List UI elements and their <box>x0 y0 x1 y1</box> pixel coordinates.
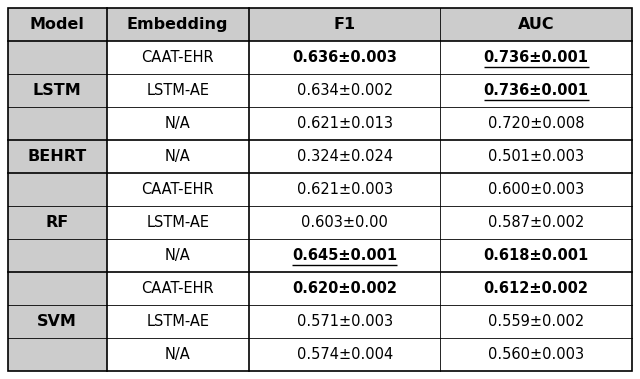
Bar <box>8 41 107 74</box>
Text: 0.736±0.001: 0.736±0.001 <box>484 50 589 65</box>
Bar <box>249 74 440 107</box>
Text: SVM: SVM <box>37 314 77 329</box>
Text: BEHRT: BEHRT <box>28 149 87 164</box>
Text: 0.600±0.003: 0.600±0.003 <box>488 182 584 197</box>
Bar <box>249 107 440 140</box>
Bar <box>440 305 632 338</box>
Bar <box>440 74 632 107</box>
Bar <box>107 338 249 371</box>
Text: 0.636±0.003: 0.636±0.003 <box>292 50 397 65</box>
Text: 0.559±0.002: 0.559±0.002 <box>488 314 584 329</box>
Bar <box>107 206 249 239</box>
Bar <box>107 272 249 305</box>
Bar <box>8 272 107 305</box>
Text: 0.620±0.002: 0.620±0.002 <box>292 281 397 296</box>
Text: 0.574±0.004: 0.574±0.004 <box>296 347 393 362</box>
Text: CAAT-EHR: CAAT-EHR <box>141 50 214 65</box>
Bar <box>8 206 107 239</box>
Text: LSTM-AE: LSTM-AE <box>146 314 209 329</box>
Bar <box>440 140 632 173</box>
Text: LSTM-AE: LSTM-AE <box>146 83 209 98</box>
Bar <box>107 239 249 272</box>
Text: 0.621±0.013: 0.621±0.013 <box>297 116 393 131</box>
Bar <box>440 107 632 140</box>
Bar <box>8 338 107 371</box>
Text: N/A: N/A <box>165 149 191 164</box>
Text: 0.720±0.008: 0.720±0.008 <box>488 116 584 131</box>
Bar <box>8 173 107 206</box>
Bar <box>440 173 632 206</box>
Bar <box>107 41 249 74</box>
Bar <box>249 140 440 173</box>
Bar <box>8 239 107 272</box>
Text: 0.587±0.002: 0.587±0.002 <box>488 215 584 230</box>
Text: Embedding: Embedding <box>127 17 228 32</box>
Text: Model: Model <box>30 17 84 32</box>
Text: 0.560±0.003: 0.560±0.003 <box>488 347 584 362</box>
Text: 0.571±0.003: 0.571±0.003 <box>296 314 393 329</box>
Bar <box>249 206 440 239</box>
Bar <box>249 305 440 338</box>
Bar <box>107 74 249 107</box>
Bar <box>440 41 632 74</box>
Text: LSTM-AE: LSTM-AE <box>146 215 209 230</box>
Text: F1: F1 <box>333 17 356 32</box>
Bar <box>8 305 107 338</box>
Bar <box>440 239 632 272</box>
Bar <box>107 305 249 338</box>
Bar <box>249 338 440 371</box>
Text: RF: RF <box>45 215 69 230</box>
Text: 0.618±0.001: 0.618±0.001 <box>484 248 589 263</box>
Text: N/A: N/A <box>165 347 191 362</box>
Text: N/A: N/A <box>165 248 191 263</box>
Text: 0.603±0.00: 0.603±0.00 <box>301 215 388 230</box>
Text: 0.324±0.024: 0.324±0.024 <box>296 149 393 164</box>
Text: N/A: N/A <box>165 116 191 131</box>
Bar <box>249 41 440 74</box>
Text: AUC: AUC <box>518 17 554 32</box>
Bar <box>440 272 632 305</box>
Bar <box>8 74 107 107</box>
Bar <box>8 140 107 173</box>
Bar <box>107 140 249 173</box>
Text: CAAT-EHR: CAAT-EHR <box>141 182 214 197</box>
Bar <box>249 272 440 305</box>
Bar <box>107 107 249 140</box>
Bar <box>249 173 440 206</box>
Text: 0.736±0.001: 0.736±0.001 <box>484 83 589 98</box>
Text: 0.621±0.003: 0.621±0.003 <box>296 182 393 197</box>
Bar <box>8 8 632 41</box>
Bar <box>249 239 440 272</box>
Bar <box>107 173 249 206</box>
Text: LSTM: LSTM <box>33 83 82 98</box>
Bar <box>440 206 632 239</box>
Text: 0.612±0.002: 0.612±0.002 <box>484 281 589 296</box>
Text: 0.634±0.002: 0.634±0.002 <box>296 83 393 98</box>
Text: 0.501±0.003: 0.501±0.003 <box>488 149 584 164</box>
Text: 0.645±0.001: 0.645±0.001 <box>292 248 397 263</box>
Bar <box>440 338 632 371</box>
Bar <box>8 107 107 140</box>
Text: CAAT-EHR: CAAT-EHR <box>141 281 214 296</box>
